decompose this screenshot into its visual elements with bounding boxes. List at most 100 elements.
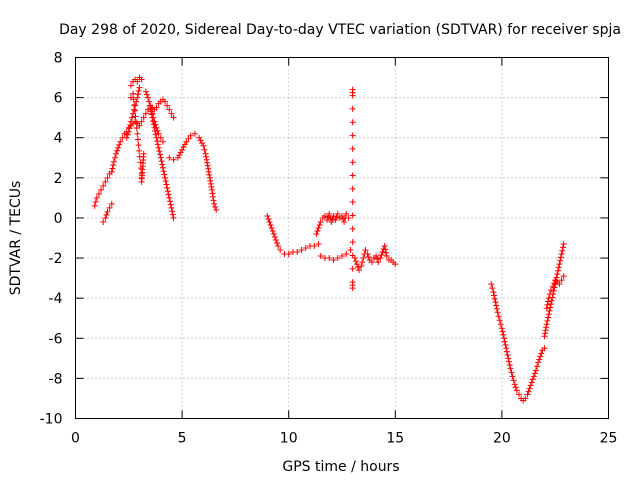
data-point (528, 379, 535, 386)
data-point (503, 348, 510, 355)
data-point (503, 345, 510, 352)
data-point (341, 218, 348, 225)
data-point (266, 218, 273, 225)
data-point (157, 151, 164, 158)
data-point (558, 277, 565, 284)
data-point (168, 204, 175, 211)
data-point (103, 211, 110, 218)
y-tick-label: -4 (49, 291, 63, 307)
data-point (557, 254, 564, 261)
data-point (95, 190, 102, 197)
x-tick-label: 20 (493, 431, 511, 447)
data-point (162, 174, 169, 181)
data-point (525, 388, 532, 395)
data-point (349, 132, 356, 139)
data-point (347, 247, 354, 254)
data-point (162, 178, 169, 185)
data-point (159, 161, 166, 168)
data-point (153, 104, 160, 111)
data-point (210, 193, 217, 200)
data-point (544, 301, 551, 308)
data-point (131, 107, 138, 114)
data-point (198, 140, 205, 147)
data-point (100, 218, 107, 225)
data-point (358, 263, 365, 270)
data-point (329, 215, 336, 222)
data-point (522, 395, 529, 402)
data-point (560, 273, 567, 280)
data-point (185, 135, 192, 142)
data-point (527, 382, 534, 389)
data-point (506, 362, 513, 369)
data-point (543, 324, 550, 331)
data-point (530, 373, 537, 380)
y-tick-label: -8 (49, 371, 63, 387)
data-point (149, 110, 156, 117)
data-point (334, 255, 341, 262)
data-point (494, 309, 501, 316)
data-point (349, 172, 356, 179)
data-point (208, 183, 215, 190)
data-point (559, 247, 566, 254)
data-point (349, 185, 356, 192)
data-point (555, 264, 562, 271)
data-point (392, 261, 399, 268)
data-point (202, 150, 209, 157)
data-point (174, 154, 181, 161)
data-point (130, 90, 137, 97)
data-point (270, 230, 277, 237)
data-point (382, 246, 389, 253)
data-point (364, 251, 371, 258)
data-point (543, 321, 550, 328)
data-point (316, 221, 323, 228)
data-point (330, 257, 337, 264)
data-point (345, 214, 352, 221)
data-point (206, 171, 213, 178)
data-point (127, 82, 134, 89)
data-point (110, 158, 117, 165)
data-point (136, 147, 143, 154)
data-point (154, 127, 161, 134)
data-point (140, 150, 147, 157)
data-point (349, 119, 356, 126)
data-point (550, 287, 557, 294)
data-point (98, 186, 105, 193)
data-point (153, 124, 160, 131)
data-point (143, 91, 150, 98)
data-point (313, 230, 320, 237)
data-point (333, 213, 340, 220)
data-point (349, 265, 356, 272)
data-point (332, 216, 339, 223)
data-point (191, 130, 198, 137)
data-point (134, 130, 141, 137)
data-point (125, 128, 132, 135)
data-point (212, 203, 219, 210)
data-point (269, 227, 276, 234)
data-point (133, 124, 140, 131)
data-point (535, 359, 542, 366)
data-point (365, 254, 372, 261)
data-point (548, 297, 555, 304)
data-point (92, 198, 99, 205)
data-point (170, 156, 177, 163)
data-point (111, 154, 118, 161)
data-point (277, 247, 284, 254)
data-point (546, 307, 553, 314)
data-point (136, 84, 143, 91)
y-tick-label: -2 (49, 251, 63, 267)
x-tick-label: 5 (178, 431, 187, 447)
data-point (152, 131, 159, 138)
data-point (158, 158, 165, 165)
data-point (513, 387, 520, 394)
data-point (275, 243, 282, 250)
data-point (138, 76, 145, 83)
data-point (108, 200, 115, 207)
data-point (205, 165, 212, 172)
data-point (349, 199, 356, 206)
axis-ticks (75, 57, 609, 419)
data-point (196, 134, 203, 141)
data-point (267, 221, 274, 228)
data-point (491, 295, 498, 302)
data-point (555, 267, 562, 274)
data-point (117, 138, 124, 145)
